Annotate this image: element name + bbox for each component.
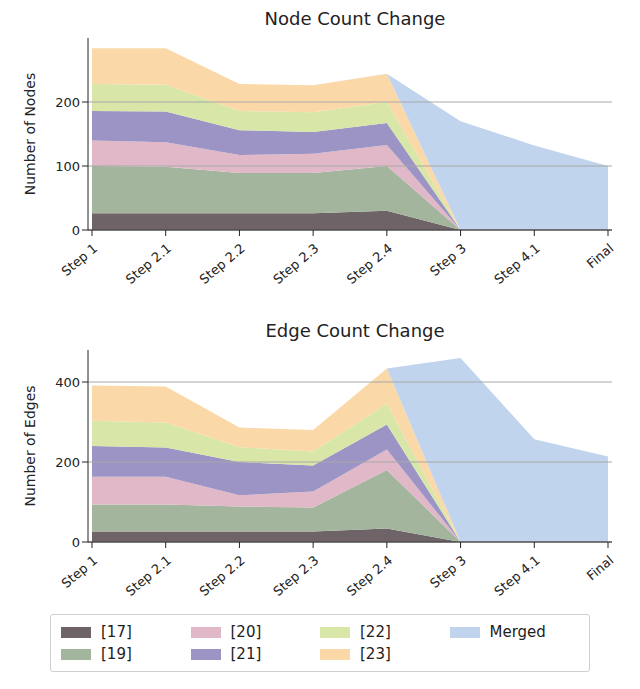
html-text:[22]: [22] <box>360 623 391 641</box>
svg-text:200: 200 <box>55 455 80 470</box>
html-text:[21]: [21] <box>230 645 262 663</box>
svg-text:Step 2.2: Step 2.2 <box>196 552 247 598</box>
svg-text:Step 2.4: Step 2.4 <box>344 240 395 286</box>
svg-text:200: 200 <box>55 95 80 110</box>
svg-text:Step 1: Step 1 <box>59 240 101 278</box>
html-text:[19]: [19] <box>101 645 132 663</box>
svg-text:Step 2.1: Step 2.1 <box>123 240 174 286</box>
svg-text:Step 2.3: Step 2.3 <box>270 552 321 598</box>
svg-text:Step 3: Step 3 <box>427 552 469 590</box>
svg-text:Step 2.1: Step 2.1 <box>123 552 174 598</box>
html-text:Edge Count Change: Edge Count Change <box>265 320 445 341</box>
svg-text:Step 4.1: Step 4.1 <box>491 240 542 286</box>
html-text:Node Count Change: Node Count Change <box>264 8 446 29</box>
svg-text:Final: Final <box>584 240 617 271</box>
svg-text:0: 0 <box>72 223 80 238</box>
svg-text:Final: Final <box>584 552 617 583</box>
svg-text:Step 2.2: Step 2.2 <box>196 240 247 286</box>
svg-text:100: 100 <box>55 159 80 174</box>
svg-text:Step 2.3: Step 2.3 <box>270 240 321 286</box>
svg-text:Step 2.4: Step 2.4 <box>344 552 395 598</box>
svg-text:Number of Nodes: Number of Nodes <box>22 73 38 195</box>
svg-text:Step 3: Step 3 <box>427 240 469 278</box>
svg-text:Step 4.1: Step 4.1 <box>491 552 542 598</box>
svg-text:Number of Edges: Number of Edges <box>22 385 38 506</box>
html-text:[23]: [23] <box>360 645 391 663</box>
svg-text:0: 0 <box>72 535 80 550</box>
svg-text:Step 1: Step 1 <box>59 552 101 590</box>
svg-text:400: 400 <box>55 375 80 390</box>
html-text:[20]: [20] <box>230 623 262 641</box>
html-text:[17]: [17] <box>101 623 132 641</box>
html-text:Merged: Merged <box>489 623 546 641</box>
